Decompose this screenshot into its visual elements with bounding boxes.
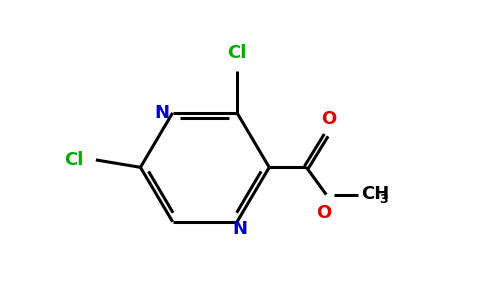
Text: O: O [321,110,336,128]
Text: O: O [316,203,332,221]
Text: N: N [154,104,169,122]
Text: N: N [232,220,247,238]
Text: CH: CH [361,184,389,202]
Text: Cl: Cl [64,151,83,169]
Text: 3: 3 [378,193,387,206]
Text: Cl: Cl [227,44,247,62]
